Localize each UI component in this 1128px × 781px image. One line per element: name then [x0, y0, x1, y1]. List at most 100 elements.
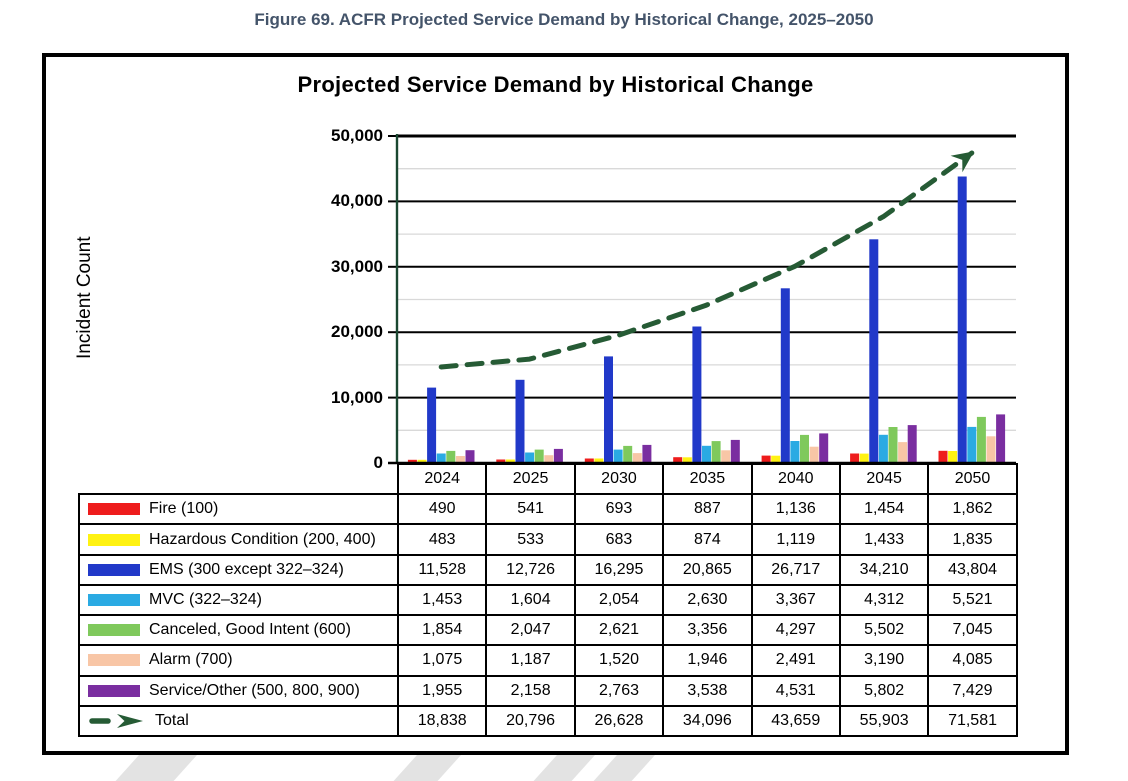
value-cell: 1,187 [485, 644, 576, 677]
value-cell: 1,520 [573, 644, 665, 677]
value-cell: 3,538 [662, 674, 753, 707]
value-cell: 7,045 [927, 614, 1018, 647]
value-cell: 7,429 [927, 674, 1018, 707]
value-cell: 1,835 [927, 523, 1018, 556]
value-cell: 18,838 [396, 704, 488, 738]
legend-label: Fire (100) [149, 500, 219, 518]
value-cell: 1,854 [396, 614, 488, 647]
total-row: Total 18,838 20,796 26,628 34,096 43,659 55,90… [78, 704, 1018, 738]
value-cell: 2,621 [573, 614, 665, 647]
y-tick-label: 10,000 [331, 387, 383, 407]
table-row: Alarm (700) 1,075 1,187 1,520 1,946 2,491 3,19… [78, 644, 1018, 677]
legend-cell: Total [78, 704, 399, 738]
value-cell: 4,085 [927, 644, 1018, 677]
legend-cell: Hazardous Condition (200, 400) [78, 523, 399, 556]
value-cell: 693 [573, 493, 665, 526]
value-cell: 71,581 [927, 704, 1018, 738]
year-header-cell: 2030 [573, 462, 665, 496]
value-cell: 26,628 [573, 704, 665, 738]
legend-swatch [88, 624, 140, 637]
year-header-cell: 2050 [927, 462, 1018, 496]
value-cell: 1,433 [838, 523, 930, 556]
legend-cell: Service/Other (500, 800, 900) [78, 674, 399, 707]
year-header-cell: 2024 [396, 462, 488, 496]
value-cell: 12,726 [485, 553, 576, 586]
legend-cell: Canceled, Good Intent (600) [78, 614, 399, 647]
legend-label: MVC (322–324) [149, 590, 262, 608]
legend-label: Alarm (700) [149, 651, 233, 669]
year-header-cell: 2045 [838, 462, 930, 496]
table-corner-spacer [79, 464, 398, 494]
year-header-cell: 2035 [662, 462, 753, 496]
legend-cell: Fire (100) [78, 493, 399, 526]
table-row: Service/Other (500, 800, 900) 1,955 2,158 2… [78, 674, 1018, 707]
year-header-row: 2024 2025 2030 2035 2040 2045 2050 [79, 462, 1018, 496]
value-cell: 5,521 [927, 583, 1018, 617]
y-tick-label: 20,000 [331, 322, 383, 342]
value-cell: 1,453 [396, 583, 488, 617]
value-cell: 1,604 [485, 583, 576, 617]
value-cell: 1,119 [750, 523, 841, 556]
legend-swatch [88, 533, 140, 546]
value-cell: 483 [396, 523, 488, 556]
value-cell: 5,802 [838, 674, 930, 707]
legend-swatch [88, 563, 140, 576]
table-row: EMS (300 except 322–324) 11,528 12,726 16,2… [78, 553, 1018, 586]
legend-label: Canceled, Good Intent (600) [149, 621, 351, 639]
total-dashed-arrow-icon [89, 713, 143, 728]
value-cell: 887 [662, 493, 753, 526]
legend-label: Total [155, 711, 189, 729]
value-cell: 20,865 [662, 553, 753, 586]
y-tick-label: 40,000 [331, 191, 383, 211]
value-cell: 4,531 [750, 674, 841, 707]
value-cell: 1,955 [396, 674, 488, 707]
value-cell: 3,190 [838, 644, 930, 677]
legend-label: EMS (300 except 322–324) [149, 560, 344, 578]
value-cell: 2,763 [573, 674, 665, 707]
value-cell: 1,946 [662, 644, 753, 677]
y-tick-label: 30,000 [331, 256, 383, 276]
legend-cell: EMS (300 except 322–324) [78, 553, 399, 586]
value-cell: 26,717 [750, 553, 841, 586]
legend-swatch [88, 684, 140, 697]
y-axis-title: Incident Count [74, 236, 95, 359]
value-cell: 11,528 [396, 553, 488, 586]
legend-swatch [88, 503, 140, 516]
value-cell: 16,295 [573, 553, 665, 586]
legend-label: Service/Other (500, 800, 900) [149, 681, 360, 699]
value-cell: 43,804 [927, 553, 1018, 586]
value-cell: 1,862 [927, 493, 1018, 526]
value-cell: 3,356 [662, 614, 753, 647]
value-cell: 2,054 [573, 583, 665, 617]
figure-caption: Figure 69. ACFR Projected Service Demand… [254, 10, 874, 29]
value-cell: 490 [396, 493, 488, 526]
year-header-cell: 2025 [485, 462, 576, 496]
value-cell: 1,136 [750, 493, 841, 526]
value-cell: 2,491 [750, 644, 841, 677]
legend-swatch [88, 654, 140, 667]
y-tick-label: 50,000 [331, 126, 383, 145]
value-cell: 2,047 [485, 614, 576, 647]
value-cell: 1,075 [396, 644, 488, 677]
legend-cell: MVC (322–324) [78, 583, 399, 617]
value-cell: 55,903 [838, 704, 930, 738]
value-cell: 1,454 [838, 493, 930, 526]
value-cell: 4,312 [838, 583, 930, 617]
value-cell: 874 [662, 523, 753, 556]
legend-label: Hazardous Condition (200, 400) [149, 530, 376, 548]
value-cell: 20,796 [485, 704, 576, 738]
table-row: Canceled, Good Intent (600) 1,854 2,047 2,6… [78, 614, 1018, 647]
demand-table: 2024 2025 2030 2035 2040 2045 2050 Fire (100) 49… [78, 462, 1018, 738]
legend-swatch [88, 593, 140, 606]
value-cell: 683 [573, 523, 665, 556]
legend-cell: Alarm (700) [78, 644, 399, 677]
table-row: Fire (100) 490 541 693 887 1,136 1,454 1,862 [78, 493, 1018, 526]
value-cell: 541 [485, 493, 576, 526]
chart-title: Projected Service Demand by Historical C… [297, 72, 814, 97]
value-cell: 34,210 [838, 553, 930, 586]
y-tick-label: 0 [373, 453, 383, 472]
value-cell: 4,297 [750, 614, 841, 647]
table-row: Hazardous Condition (200, 400) 483 533 683 8… [78, 523, 1018, 556]
value-cell: 2,630 [662, 583, 753, 617]
